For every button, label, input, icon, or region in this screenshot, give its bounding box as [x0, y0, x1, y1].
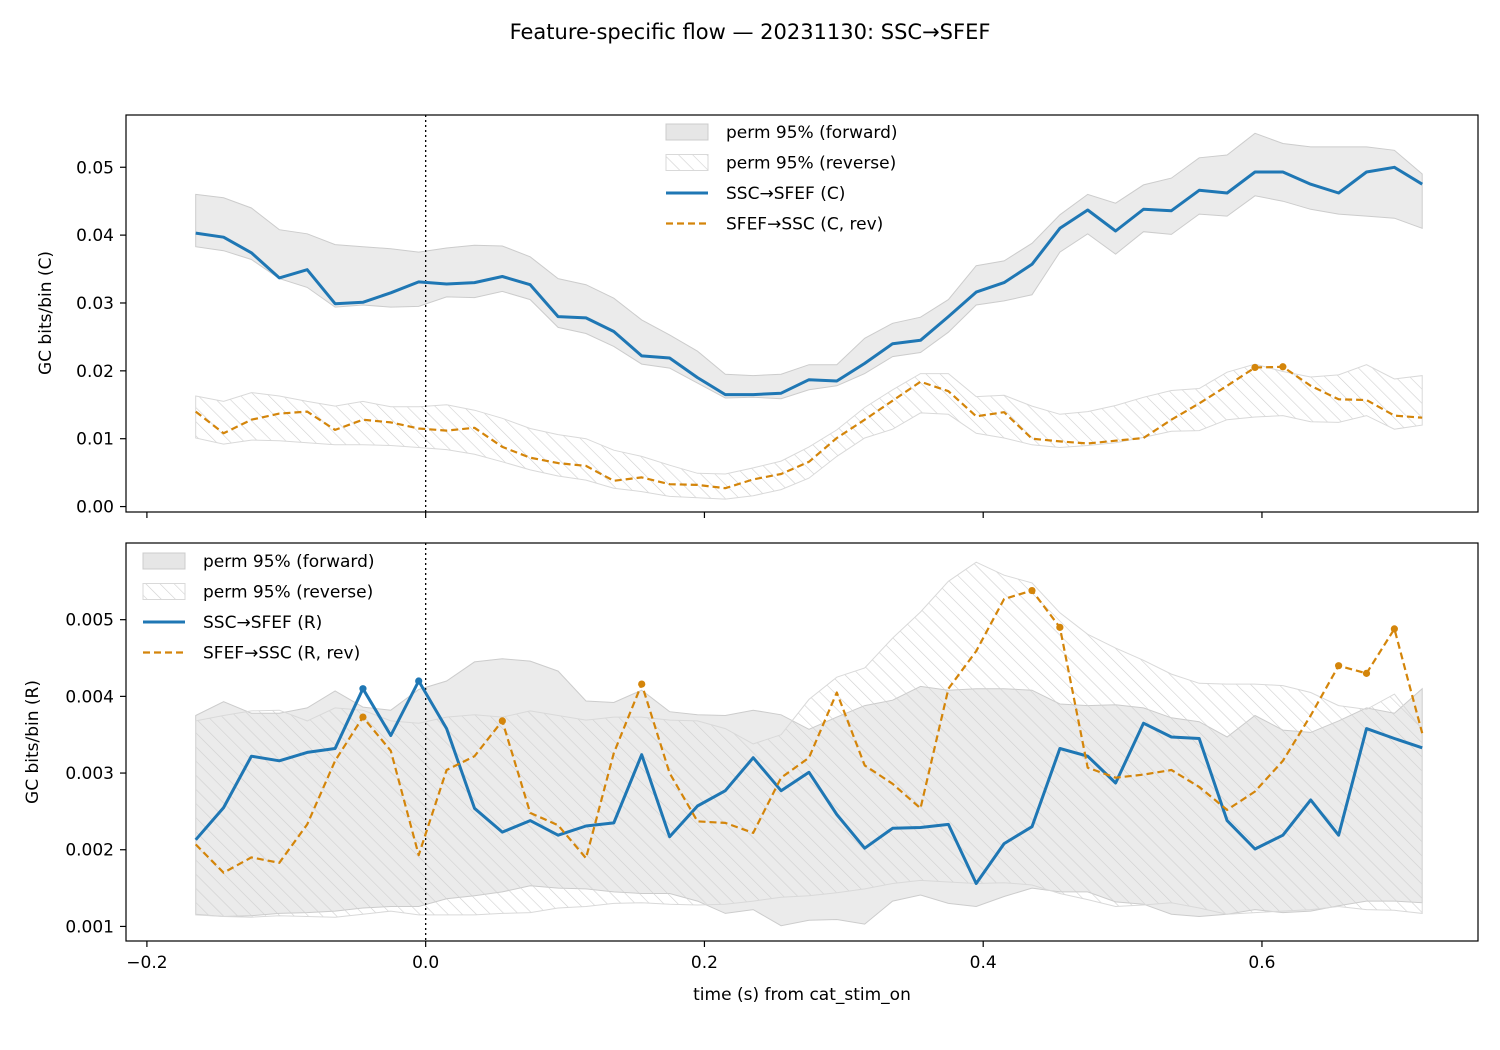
top-y-tick-label: 0.04 [76, 226, 114, 246]
bottom-y-tick-label: 0.001 [65, 917, 114, 937]
top-legend-label: perm 95% (reverse) [726, 154, 896, 174]
top-band-forward [195, 132, 1423, 400]
bottom-y-tick-label: 0.004 [65, 687, 114, 707]
top-legend-label: SFEF→SSC (C, rev) [726, 215, 883, 235]
bottom-series-reverse-line [194, 589, 1424, 874]
top-significant-point [1279, 363, 1287, 371]
bottom-legend-label: perm 95% (forward) [203, 552, 375, 572]
top-y-tick-label: 0.02 [76, 362, 114, 382]
bottom-ylabel: GC bits/bin (R) [23, 680, 43, 804]
bottom-significant-point [1335, 662, 1343, 670]
bottom-panel: −0.2 0.0 0.2 0.4 0.6 0.001 0.002 0.003 0.004 0.00… [23, 542, 1479, 973]
bottom-x-tick-label: 0.4 [970, 953, 997, 973]
bottom-x-tick-label: 0.0 [412, 953, 439, 973]
bottom-x-tick-label: 0.2 [691, 953, 718, 973]
x-axis-label: time (s) from cat_stim_on [693, 985, 911, 1005]
bottom-y-tick-label: 0.002 [65, 841, 114, 861]
top-legend-swatch-reverse-band [665, 154, 709, 171]
bottom-significant-point [1390, 625, 1398, 633]
bottom-y-tick-label: 0.005 [65, 611, 114, 631]
bottom-significant-point [638, 680, 646, 688]
bottom-significant-point [1362, 669, 1371, 677]
bottom-significant-point [359, 685, 367, 693]
bottom-legend-label: SFEF→SSC (R, rev) [203, 644, 360, 664]
top-y-tick-label: 0.01 [76, 430, 114, 450]
top-y-tick-label: 0.03 [76, 294, 114, 314]
bottom-significant-point [1028, 586, 1036, 595]
bottom-legend: perm 95% (forward) perm 95% (reverse) SSC→… [142, 552, 375, 664]
bottom-legend-label: SSC→SFEF (R) [203, 613, 322, 633]
bottom-legend-swatch-forward-band [142, 552, 186, 570]
bottom-series-forward-line [194, 679, 1423, 885]
bottom-legend-swatch-reverse-band [142, 583, 186, 600]
top-legend-swatch-forward-band [665, 123, 709, 141]
top-ylabel: GC bits/bin (C) [36, 251, 56, 375]
top-legend-label: perm 95% (forward) [726, 123, 898, 143]
bottom-significant-point [1056, 623, 1064, 631]
bottom-x-tick-label: 0.6 [1248, 953, 1275, 973]
top-panel: 0.00 0.01 0.02 0.03 0.04 0.05 GC bits/bin (C)… [36, 114, 1479, 518]
bottom-x-tick-label: −0.2 [126, 953, 167, 973]
bottom-panel-frame [125, 542, 1479, 942]
figure-title: Feature-specific flow — 20231130: SSC→SF… [510, 20, 991, 44]
top-series-reverse-line [195, 365, 1423, 490]
top-y-tick-label: 0.00 [76, 498, 114, 518]
bottom-y-tick-label: 0.003 [65, 764, 114, 784]
top-legend: perm 95% (forward) perm 95% (reverse) SSC→… [665, 123, 898, 235]
bottom-significant-point [415, 677, 423, 685]
bottom-legend-label: perm 95% (reverse) [203, 583, 373, 603]
bottom-band-reverse [195, 561, 1423, 918]
top-legend-label: SSC→SFEF (C) [726, 184, 845, 204]
top-panel-frame [125, 114, 1479, 513]
bottom-significant-point [359, 713, 367, 721]
top-y-tick-label: 0.05 [76, 158, 114, 178]
top-series-forward-line [195, 165, 1423, 397]
bottom-significant-point [498, 717, 506, 725]
top-significant-point [1251, 363, 1259, 372]
